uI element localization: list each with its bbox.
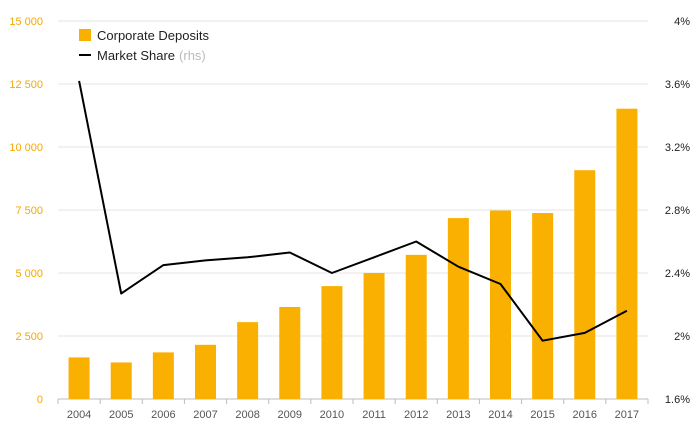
y-left-tick-label: 2 500 bbox=[15, 331, 43, 343]
bar-corporate-deposits bbox=[110, 362, 132, 399]
bar-corporate-deposits bbox=[363, 273, 385, 399]
y-left-tick-label: 5 000 bbox=[15, 268, 43, 280]
bar-corporate-deposits bbox=[447, 218, 469, 399]
bar-corporate-deposits bbox=[532, 213, 554, 399]
y-left-tick-label: 0 bbox=[37, 394, 43, 406]
x-tick-label: 2011 bbox=[362, 409, 386, 421]
x-tick-label: 2012 bbox=[404, 409, 428, 421]
y-right-tick-label: 2.8% bbox=[665, 205, 690, 217]
bar-corporate-deposits bbox=[279, 307, 301, 399]
bar-corporate-deposits bbox=[321, 286, 343, 399]
y-left-tick-label: 10 000 bbox=[9, 142, 43, 154]
y-left-tick-label: 7 500 bbox=[15, 205, 43, 217]
y-left-tick-label: 15 000 bbox=[9, 16, 43, 28]
y-right-tick-label: 1.6% bbox=[665, 394, 690, 406]
y-right-tick-label: 3.6% bbox=[665, 79, 690, 91]
line-market-share bbox=[78, 80, 628, 342]
y-right-tick-label: 2.4% bbox=[665, 268, 690, 280]
legend-swatch-corporate-deposits bbox=[79, 29, 91, 41]
bar-corporate-deposits bbox=[152, 352, 174, 399]
y-right-tick-label: 3.2% bbox=[665, 142, 690, 154]
x-tick-label: 2005 bbox=[109, 409, 133, 421]
bar-corporate-deposits bbox=[616, 108, 638, 400]
x-tick-label: 2009 bbox=[278, 409, 302, 421]
y-right-tick-label: 2% bbox=[674, 331, 690, 343]
y-left-tick-label: 12 500 bbox=[9, 79, 43, 91]
bar-corporate-deposits bbox=[237, 322, 259, 399]
legend-label-market-share: Market Share bbox=[97, 48, 175, 63]
legend-label-corporate-deposits: Corporate Deposits bbox=[97, 28, 209, 43]
bar-corporate-deposits bbox=[574, 170, 596, 399]
x-tick-label: 2006 bbox=[151, 409, 175, 421]
x-tick-label: 2014 bbox=[488, 409, 512, 421]
x-tick-label: 2010 bbox=[320, 409, 344, 421]
x-tick-label: 2004 bbox=[67, 409, 91, 421]
x-tick-label: 2017 bbox=[615, 409, 639, 421]
x-tick-label: 2015 bbox=[530, 409, 554, 421]
bar-corporate-deposits bbox=[195, 344, 216, 399]
x-tick-label: 2007 bbox=[193, 409, 217, 421]
y-right-tick-label: 4% bbox=[674, 16, 690, 28]
x-tick-label: 2013 bbox=[446, 409, 470, 421]
bar-corporate-deposits bbox=[490, 210, 511, 399]
bar-corporate-deposits bbox=[68, 357, 90, 399]
legend-note-rhs: (rhs) bbox=[179, 48, 206, 63]
x-tick-label: 2008 bbox=[235, 409, 259, 421]
bar-corporate-deposits bbox=[405, 254, 427, 399]
x-tick-label: 2016 bbox=[573, 409, 597, 421]
